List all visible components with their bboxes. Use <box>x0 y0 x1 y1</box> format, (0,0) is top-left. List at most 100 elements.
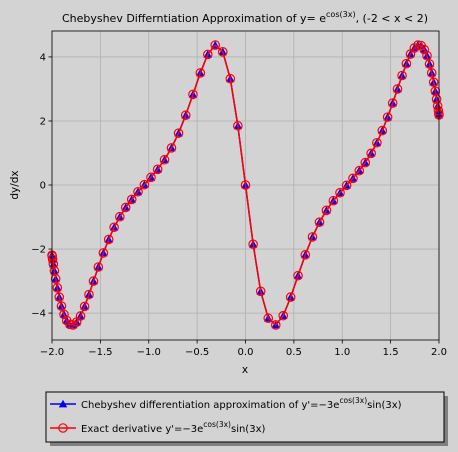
data-point <box>139 179 150 190</box>
data-point <box>188 89 198 100</box>
plot-frame <box>51 30 440 341</box>
y-tick-label: 0 <box>40 181 46 192</box>
title-text: Chebyshev Differntiation Approximation o… <box>62 12 326 25</box>
x-tick-label: −1.5 <box>88 347 112 358</box>
data-point <box>59 309 69 320</box>
data-point <box>50 274 61 284</box>
data-point <box>341 180 352 191</box>
data-point <box>166 143 177 153</box>
data-point <box>47 254 58 265</box>
data-point <box>115 211 125 222</box>
legend-text: sin(3x) <box>367 400 402 411</box>
data-point <box>98 248 109 258</box>
data-point <box>426 68 437 78</box>
legend-label: Exact derivative y'=−3ecos(3x)sin(3x) <box>81 420 265 435</box>
data-point <box>348 173 358 184</box>
data-point <box>54 292 65 302</box>
data-point <box>52 283 63 293</box>
data-point <box>382 112 393 122</box>
data-point <box>321 205 332 216</box>
legend-text: Exact derivative y'=−3e <box>81 424 203 435</box>
x-tick-label: 0.0 <box>238 347 254 358</box>
data-point <box>146 172 156 183</box>
data-point <box>133 186 143 197</box>
data-point <box>56 301 67 311</box>
data-point <box>307 232 318 242</box>
data-point <box>422 50 432 61</box>
data-point <box>372 137 382 148</box>
x-tick-label: 1.0 <box>334 347 350 358</box>
data-point <box>431 94 442 105</box>
data-point <box>173 128 184 138</box>
data-point <box>159 154 170 165</box>
legend-box <box>45 391 445 443</box>
legend-marker <box>58 399 68 408</box>
data-point <box>392 84 403 94</box>
data-point <box>428 77 439 88</box>
title-text: , (-2 < x < 2) <box>356 12 428 25</box>
data-point <box>433 105 444 116</box>
legend-text: sin(3x) <box>231 424 266 435</box>
legend-superscript: cos(3x) <box>339 396 367 405</box>
data-point <box>278 310 289 321</box>
data-point <box>93 262 104 272</box>
y-tick-label: −4 <box>31 309 46 320</box>
data-point <box>240 180 251 190</box>
data-point <box>401 58 412 69</box>
y-tick-label: 4 <box>40 52 46 63</box>
data-point <box>360 157 371 168</box>
data-point <box>285 292 296 302</box>
data-point <box>233 120 243 131</box>
data-point <box>354 165 365 176</box>
data-point <box>120 202 131 213</box>
data-point <box>424 59 435 69</box>
data-point <box>195 68 206 78</box>
data-point <box>65 319 75 330</box>
data-point <box>314 217 325 227</box>
x-axis-label: x <box>242 364 248 376</box>
data-point <box>210 40 221 50</box>
data-point <box>75 311 86 321</box>
data-point <box>152 164 163 175</box>
x-tick-label: 0.5 <box>286 347 302 358</box>
y-axis-label: dy/dx <box>9 170 21 199</box>
data-point <box>263 313 274 324</box>
data-point <box>126 194 137 205</box>
data-point <box>109 222 119 233</box>
data-point <box>79 301 90 312</box>
y-tick-label: −2 <box>31 245 46 256</box>
legend-label: Chebyshev differentiation approximation … <box>81 396 402 411</box>
series-line <box>51 44 440 327</box>
data-point <box>180 110 191 121</box>
data-point <box>103 234 114 245</box>
data-point <box>84 289 94 300</box>
chart-title: Chebyshev Differntiation Approximation o… <box>62 10 428 25</box>
data-point <box>270 320 281 330</box>
data-point <box>300 250 311 260</box>
data-point <box>413 40 423 50</box>
x-tick-label: −2.0 <box>40 347 64 358</box>
data-point <box>335 187 345 198</box>
data-point <box>217 47 228 57</box>
y-tick-label: 2 <box>40 116 46 127</box>
data-point <box>202 49 213 60</box>
data-point <box>225 73 236 84</box>
data-point <box>328 195 339 206</box>
data-point <box>88 276 99 286</box>
data-point <box>419 44 430 55</box>
x-tick-label: 1.5 <box>383 347 399 358</box>
legend-superscript: cos(3x) <box>203 420 231 429</box>
data-point <box>48 259 59 269</box>
title-superscript: cos(3x) <box>326 10 356 19</box>
data-point <box>377 125 388 136</box>
data-point <box>255 286 266 297</box>
data-point <box>293 270 303 281</box>
data-point <box>248 239 258 250</box>
x-tick-label: −1.0 <box>137 347 161 358</box>
legend-marker <box>58 423 68 433</box>
legend-text: Chebyshev differentiation approximation … <box>81 400 339 411</box>
data-point <box>397 70 407 81</box>
data-point <box>387 98 398 108</box>
x-tick-label: 2.0 <box>431 347 447 358</box>
